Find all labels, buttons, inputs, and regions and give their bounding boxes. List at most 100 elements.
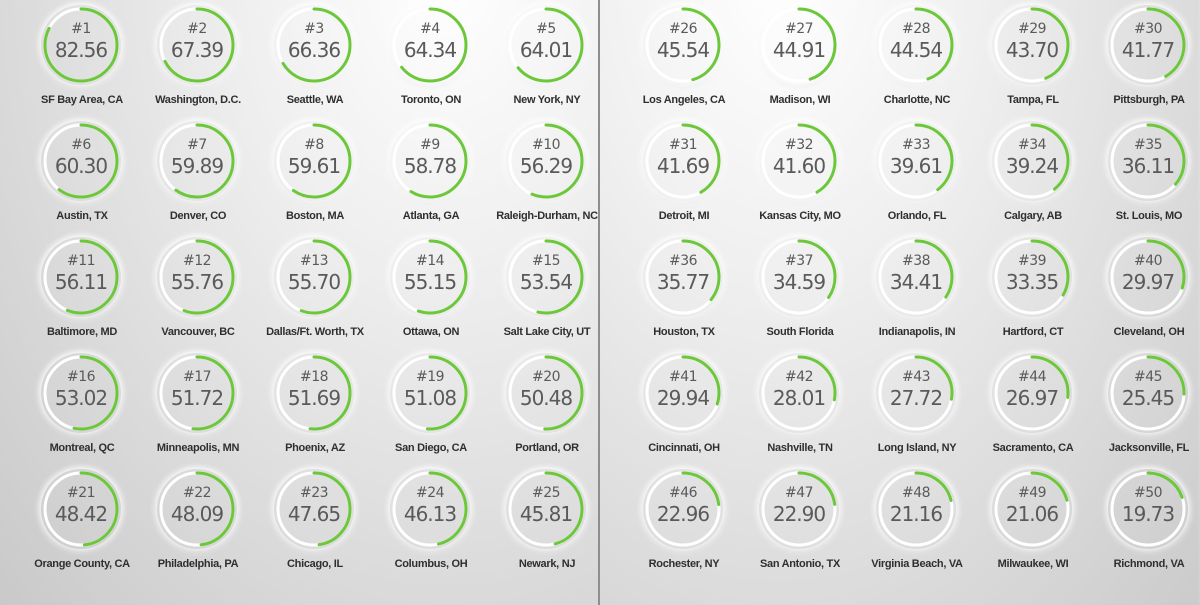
score-arc (508, 355, 584, 431)
city-name: Milwaukee, WI (997, 558, 1069, 570)
city-name: Los Angeles, CA (642, 94, 726, 106)
city-name: Rochester, NY (648, 558, 720, 570)
city-name: Cleveland, OH (1113, 326, 1185, 338)
score-value: 59.61 (287, 154, 341, 178)
score-value: 39.61 (889, 154, 943, 178)
score-value: 44.54 (889, 38, 943, 62)
score-ring-svg (43, 239, 119, 315)
score-arc (1110, 239, 1186, 315)
score-value: 48.09 (170, 502, 224, 526)
city-name: Tampa, FL (1007, 94, 1059, 106)
city-gauge: #27 44.91 Madison, WI (742, 0, 858, 116)
score-arc (392, 123, 468, 199)
rank-label: #27 (784, 21, 814, 37)
score-arc (276, 7, 352, 83)
city-name: Pittsburgh, PA (1113, 94, 1185, 106)
score-arc (159, 7, 235, 83)
city-name: St. Louis, MO (1115, 210, 1183, 222)
city-name: Washington, D.C. (155, 94, 241, 106)
city-name: Dallas/Ft. Worth, TX (266, 326, 364, 338)
score-value: 21.16 (889, 502, 943, 526)
score-ring-svg (508, 7, 584, 83)
score-value: 55.15 (403, 270, 457, 294)
score-ring (390, 5, 470, 85)
city-gauge: #35 36.11 St. Louis, MO (1091, 116, 1200, 232)
score-arc (878, 123, 954, 199)
rank-label: #6 (71, 137, 91, 153)
score-value: 29.94 (656, 386, 710, 410)
rank-label: #32 (784, 137, 814, 153)
score-arc (1110, 7, 1186, 83)
score-arc (878, 471, 954, 547)
score-value: 34.59 (772, 270, 826, 294)
city-name: Richmond, VA (1113, 558, 1185, 570)
city-gauge: #41 29.94 Cincinnati, OH (626, 348, 742, 464)
city-gauge: #19 51.08 San Diego, CA (373, 348, 489, 464)
score-ring-svg (878, 123, 954, 199)
rank-label: #9 (420, 137, 440, 153)
score-ring (643, 5, 723, 85)
score-ring (274, 469, 354, 549)
score-arc (43, 471, 119, 547)
score-ring (506, 5, 586, 85)
score-ring-svg (645, 471, 721, 547)
score-ring-svg (994, 355, 1070, 431)
score-arc (276, 471, 352, 547)
score-ring-svg (508, 355, 584, 431)
city-name: Kansas City, MO (759, 210, 841, 222)
right-panel (600, 0, 1198, 605)
city-gauge: #5 64.01 New York, NY (489, 0, 605, 116)
score-ring (992, 121, 1072, 201)
rank-label: #26 (668, 21, 698, 37)
score-value: 41.77 (1121, 38, 1175, 62)
score-ring (390, 469, 470, 549)
rank-label: #37 (784, 253, 814, 269)
score-arc (1110, 355, 1186, 431)
score-ring-svg (43, 355, 119, 431)
city-gauge: #9 58.78 Atlanta, GA (373, 116, 489, 232)
city-gauge: #29 43.70 Tampa, FL (975, 0, 1091, 116)
score-arc (508, 123, 584, 199)
city-gauge: #2 67.39 Washington, D.C. (140, 0, 256, 116)
score-ring-svg (645, 239, 721, 315)
score-ring (157, 469, 237, 549)
score-ring (506, 469, 586, 549)
score-value: 36.11 (1121, 154, 1175, 178)
score-ring (643, 237, 723, 317)
score-ring (992, 5, 1072, 85)
city-name: Vancouver, BC (161, 326, 235, 338)
city-gauge: #44 26.97 Sacramento, CA (975, 348, 1091, 464)
score-arc (159, 471, 235, 547)
city-gauge: #6 60.30 Austin, TX (24, 116, 140, 232)
score-ring (759, 353, 839, 433)
score-value: 45.54 (656, 38, 710, 62)
score-value: 46.13 (403, 502, 457, 526)
score-arc (392, 355, 468, 431)
score-value: 29.97 (1121, 270, 1175, 294)
score-value: 35.77 (656, 270, 710, 294)
rank-label: #10 (531, 137, 561, 153)
score-value: 66.36 (287, 38, 341, 62)
score-arc (878, 355, 954, 431)
score-ring (1108, 469, 1188, 549)
score-ring-svg (878, 355, 954, 431)
score-arc (276, 355, 352, 431)
city-gauge: #30 41.77 Pittsburgh, PA (1091, 0, 1200, 116)
city-gauge: #43 27.72 Long Island, NY (859, 348, 975, 464)
score-value: 60.30 (54, 154, 108, 178)
rank-label: #40 (1133, 253, 1163, 269)
score-ring-svg (159, 239, 235, 315)
city-name: Seattle, WA (286, 94, 344, 106)
score-value: 53.54 (519, 270, 573, 294)
score-ring-svg (276, 7, 352, 83)
city-gauge: #26 45.54 Los Angeles, CA (626, 0, 742, 116)
score-arc (508, 239, 584, 315)
city-gauge: #8 59.61 Boston, MA (257, 116, 373, 232)
city-gauge: #45 25.45 Jacksonville, FL (1091, 348, 1200, 464)
score-arc (392, 7, 468, 83)
rank-label: #16 (66, 369, 96, 385)
score-arc (761, 471, 837, 547)
city-name: Montreal, QC (49, 442, 115, 454)
city-gauge: #32 41.60 Kansas City, MO (742, 116, 858, 232)
score-value: 28.01 (772, 386, 826, 410)
